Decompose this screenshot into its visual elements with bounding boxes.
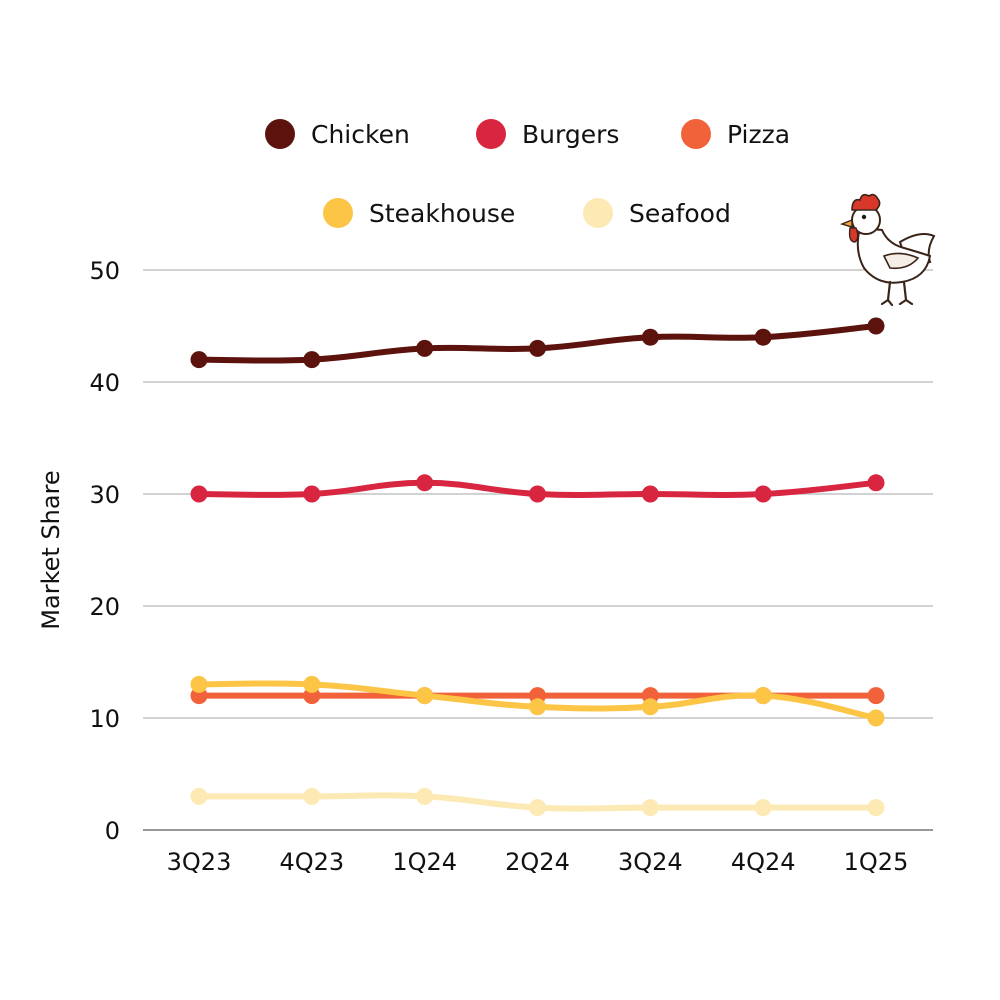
data-point-seafood	[754, 799, 772, 817]
x-tick-label: 1Q24	[392, 848, 457, 876]
x-tick-label: 3Q24	[618, 848, 683, 876]
legend-marker	[476, 119, 506, 149]
data-point-burgers	[529, 485, 546, 503]
legend-label: Steakhouse	[369, 199, 515, 228]
data-point-steakhouse	[303, 675, 321, 693]
y-tick-label: 40	[89, 369, 120, 397]
series-seafood	[190, 787, 885, 817]
y-axis-label: Market Share	[37, 470, 65, 629]
data-point-seafood	[303, 787, 321, 805]
data-point-burgers	[303, 485, 321, 503]
legend-item-steakhouse: Steakhouse	[323, 198, 515, 228]
data-point-seafood	[867, 799, 885, 817]
y-tick-label: 30	[89, 481, 120, 509]
data-point-chicken	[529, 339, 546, 357]
data-point-pizza	[867, 687, 885, 705]
data-point-steakhouse	[754, 687, 772, 705]
legend-item-burgers: Burgers	[476, 119, 619, 149]
data-point-burgers	[867, 474, 885, 492]
x-tick-label: 1Q25	[844, 848, 909, 876]
y-tick-label: 20	[89, 593, 120, 621]
data-point-chicken	[303, 351, 321, 369]
data-point-steakhouse	[529, 698, 546, 716]
data-point-burgers	[754, 485, 772, 503]
legend-item-seafood: Seafood	[583, 198, 731, 228]
data-point-chicken	[754, 328, 772, 346]
data-point-seafood	[641, 799, 659, 817]
legend-label: Burgers	[522, 120, 619, 149]
x-tick-label: 3Q23	[167, 848, 232, 876]
data-point-steakhouse	[867, 709, 885, 727]
legend: Chicken Burgers Pizza Steakhouse Seafood	[265, 119, 790, 228]
y-tick-label: 10	[89, 705, 120, 733]
legend-label: Chicken	[311, 120, 410, 149]
data-point-chicken	[867, 317, 885, 335]
series-lines	[190, 317, 885, 817]
data-point-steakhouse	[190, 675, 208, 693]
data-point-burgers	[190, 485, 208, 503]
data-point-seafood	[416, 787, 434, 805]
legend-item-chicken: Chicken	[265, 119, 410, 149]
data-point-steakhouse	[416, 687, 434, 705]
x-tick-label: 4Q23	[279, 848, 344, 876]
legend-marker	[323, 198, 353, 228]
data-point-chicken	[190, 351, 208, 369]
axes: 0 10 20 30 40 50 3Q23 4Q23 1Q24 2Q24 3Q24 4Q24 1Q25	[89, 257, 933, 876]
legend-marker	[583, 198, 613, 228]
y-tick-label: 50	[89, 257, 120, 285]
x-tick-label: 4Q24	[731, 848, 796, 876]
legend-marker	[681, 119, 711, 149]
legend-label: Pizza	[727, 120, 790, 149]
data-point-steakhouse	[641, 698, 659, 716]
series-chicken	[190, 317, 885, 369]
series-steakhouse	[190, 675, 885, 727]
legend-marker	[265, 119, 295, 149]
data-point-chicken	[416, 339, 434, 357]
legend-item-pizza: Pizza	[681, 119, 790, 149]
series-burgers	[190, 474, 885, 503]
y-tick-label: 0	[105, 817, 120, 845]
data-point-seafood	[529, 799, 546, 817]
chicken-icon	[839, 193, 936, 307]
data-point-burgers	[416, 474, 434, 492]
legend-label: Seafood	[629, 199, 731, 228]
x-tick-label: 2Q24	[505, 848, 570, 876]
data-point-burgers	[641, 485, 659, 503]
data-point-seafood	[190, 787, 208, 805]
data-point-chicken	[641, 328, 659, 346]
